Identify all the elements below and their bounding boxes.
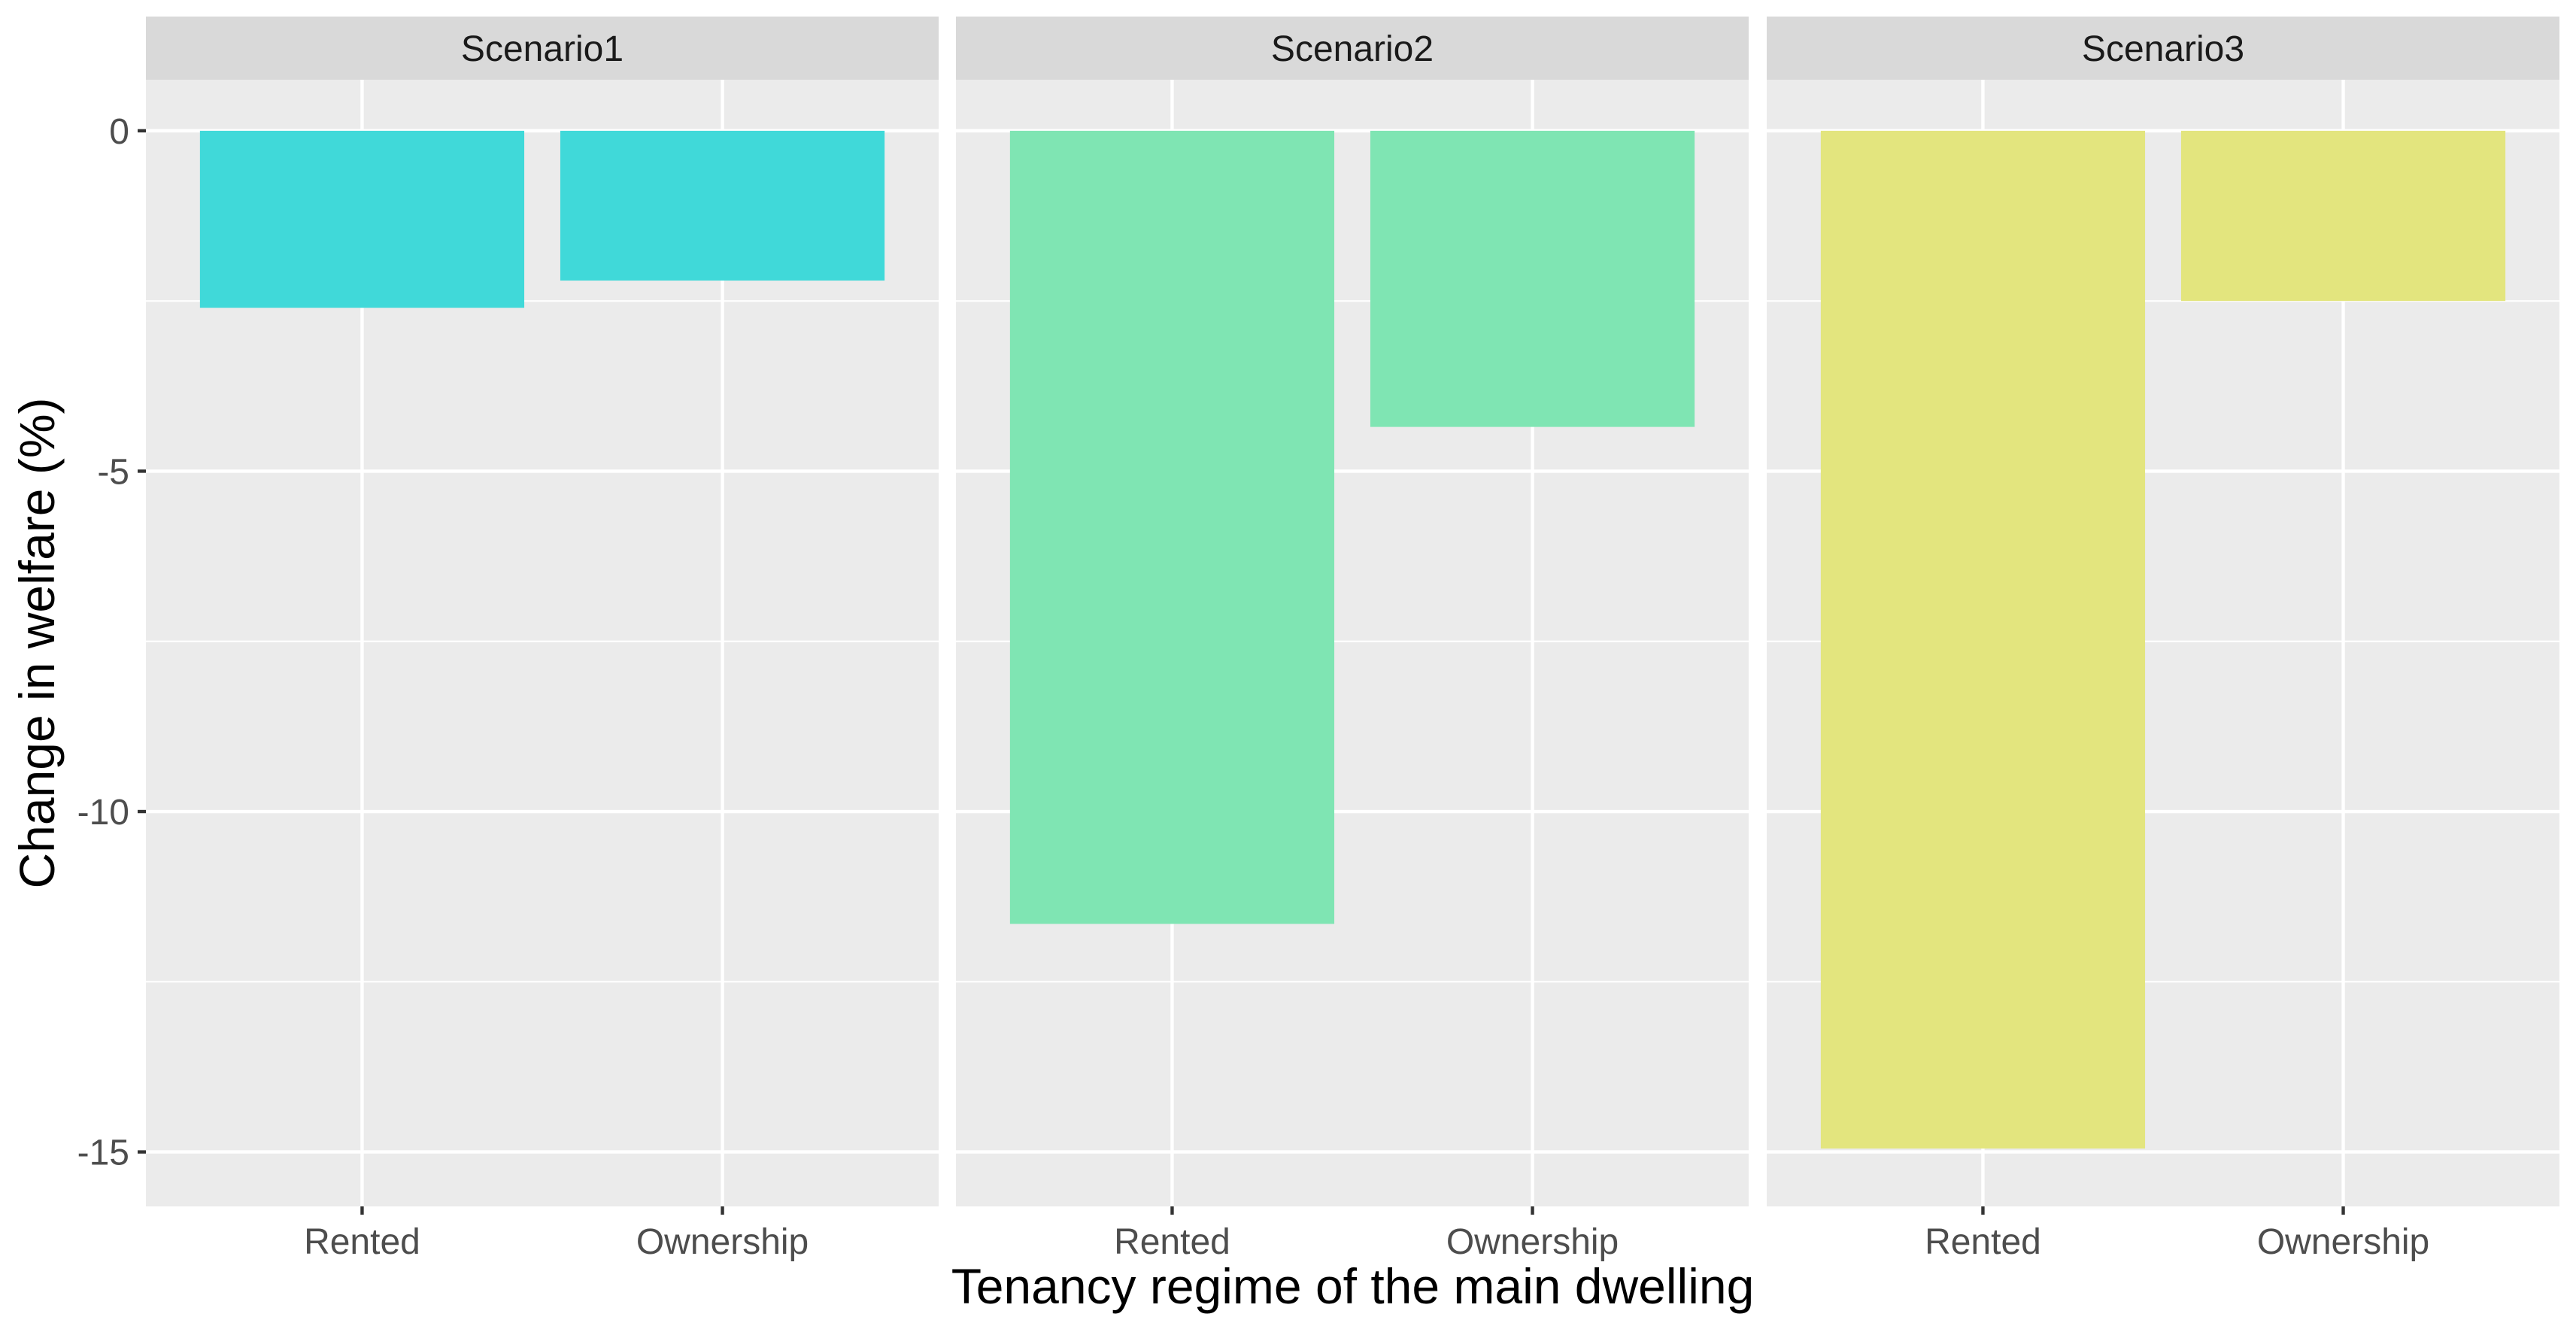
x-tick-label: Ownership	[636, 1222, 809, 1262]
facet-strip	[146, 17, 939, 80]
bar-ownership	[2180, 130, 2506, 302]
y-tick-label: 0	[109, 112, 129, 152]
facet-strip	[1767, 17, 2559, 80]
x-axis-title: Tenancy regime of the main dwelling	[951, 1258, 1755, 1314]
facet-strip	[956, 17, 1749, 80]
x-tick-label: Ownership	[2257, 1222, 2429, 1262]
y-axis: 0 -5 -10 -15	[77, 112, 146, 1173]
bar-rented	[199, 130, 525, 308]
facet-panel-1: Scenario1	[146, 17, 939, 1206]
facet-panel-2: Scenario2	[956, 17, 1749, 1206]
bar-ownership	[560, 130, 885, 281]
facet-panels: Scenario1 Scenario2 Scenario3	[146, 17, 2559, 1206]
bar-ownership	[1370, 130, 1695, 427]
facet-panel-3: Scenario3	[1767, 17, 2559, 1206]
facet-strip-label: Scenario1	[461, 29, 624, 69]
facet-strip-label: Scenario2	[1271, 29, 1434, 69]
x-tick-label: Rented	[1925, 1222, 2041, 1262]
y-tick-label: -10	[77, 793, 129, 833]
x-tick-label: Ownership	[1446, 1222, 1619, 1262]
facet-strip-label: Scenario3	[2082, 29, 2244, 69]
bar-rented	[1009, 130, 1335, 924]
x-tick-label: Rented	[1114, 1222, 1230, 1262]
x-tick-label: Rented	[304, 1222, 420, 1262]
y-axis-title: Change in welfare (%)	[9, 398, 65, 889]
bar-rented	[1820, 130, 2146, 1149]
y-tick-label: -5	[97, 452, 129, 492]
x-axis: Rented Ownership Rented Ownership Rented Owne…	[304, 1206, 2429, 1262]
y-tick-label: -15	[77, 1133, 129, 1173]
